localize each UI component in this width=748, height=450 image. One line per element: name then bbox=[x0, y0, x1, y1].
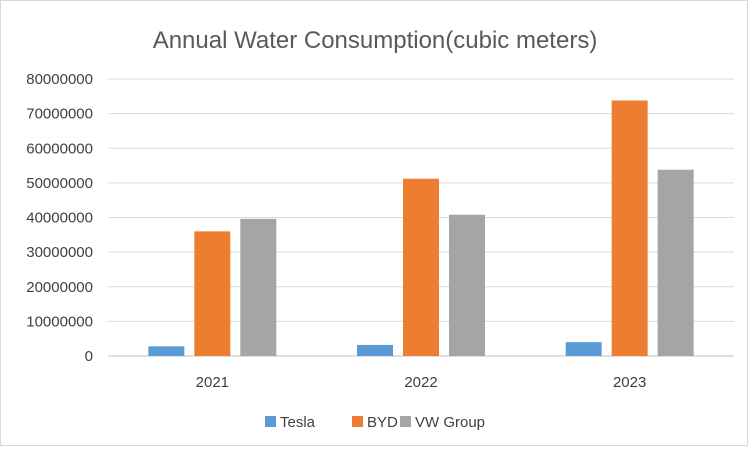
legend-label: VW Group bbox=[415, 414, 485, 431]
legend: Tesla BYD VW Group bbox=[265, 414, 485, 431]
legend-label: BYD bbox=[367, 414, 398, 431]
bars bbox=[148, 100, 694, 356]
y-tick-label: 20000000 bbox=[26, 279, 93, 296]
bar-tesla-2022 bbox=[357, 344, 393, 356]
y-tick-label: 0 bbox=[85, 348, 93, 365]
y-tick-label: 40000000 bbox=[26, 210, 93, 227]
y-tick-label: 70000000 bbox=[26, 106, 93, 123]
bar-byd-2021 bbox=[194, 231, 231, 356]
y-tick-label: 80000000 bbox=[26, 71, 93, 88]
x-tick-label: 2021 bbox=[196, 374, 229, 391]
chart-title: Annual Water Consumption(cubic meters) bbox=[153, 27, 598, 54]
bar-byd-2023 bbox=[611, 100, 648, 356]
legend-swatch-byd bbox=[352, 416, 363, 427]
bar-vw-group-2022 bbox=[449, 214, 485, 356]
legend-label: Tesla bbox=[280, 414, 316, 431]
x-tick-label: 2022 bbox=[404, 374, 437, 391]
bar-vw-group-2021 bbox=[240, 218, 277, 356]
bar-tesla-2021 bbox=[148, 346, 185, 356]
y-tick-label: 10000000 bbox=[26, 313, 93, 330]
x-axis: 2021 2022 2023 bbox=[196, 374, 647, 391]
x-tick-label: 2023 bbox=[613, 374, 646, 391]
bar-byd-2022 bbox=[403, 178, 439, 356]
y-tick-label: 30000000 bbox=[26, 244, 93, 261]
legend-swatch-vw-group bbox=[400, 416, 411, 427]
y-tick-label: 50000000 bbox=[26, 175, 93, 192]
y-tick-label: 60000000 bbox=[26, 140, 93, 157]
legend-swatch-tesla bbox=[265, 416, 276, 427]
bar-vw-group-2023 bbox=[657, 169, 694, 356]
bar-tesla-2023 bbox=[565, 342, 602, 356]
y-axis: 0 10000000 20000000 30000000 40000000 5000000… bbox=[26, 71, 93, 365]
